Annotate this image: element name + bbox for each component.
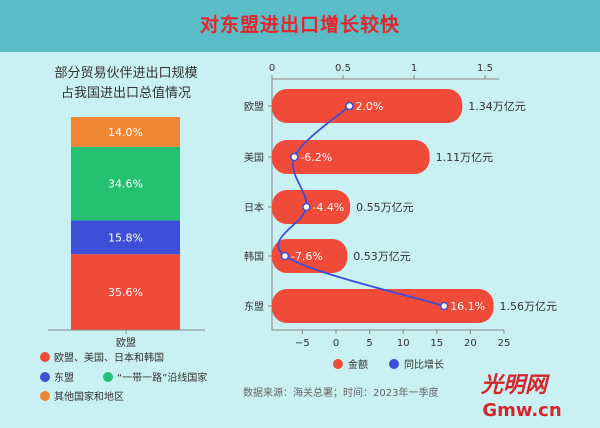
category-label-0: 欧盟 [244, 101, 264, 113]
growth-point-1 [290, 152, 299, 162]
right-legend-label-0: 金额 [348, 358, 368, 371]
bottom-axis-tick-label-2: 5 [366, 338, 372, 349]
left-legend-label-1: 东盟 [54, 371, 74, 384]
top-axis-tick-label-1: 0.5 [335, 63, 351, 74]
logo-domain: Gmw.cn [482, 400, 561, 421]
right-legend-marker-0 [333, 359, 343, 369]
left-bar-segment-3 [71, 117, 180, 147]
left-bar-segment-0 [71, 254, 180, 330]
left-bar-segment-2 [71, 146, 180, 221]
growth-point-0 [345, 101, 354, 111]
growth-label-0: 2.0% [355, 100, 383, 113]
left-bar-segment-1 [71, 220, 180, 255]
growth-point-2 [302, 202, 311, 212]
left-bar-label-1: 15.8% [108, 231, 143, 244]
left-legend-marker-1 [40, 372, 50, 382]
bottom-axis-tick-label-4: 15 [430, 338, 443, 349]
bottom-axis-tick-label-3: 10 [397, 338, 410, 349]
amount-label-0: 1.34万亿元 [468, 100, 526, 113]
growth-label-3: -7.6% [291, 250, 323, 263]
top-axis-tick-label-0: 0 [269, 63, 275, 74]
amount-label-1: 1.11万亿元 [436, 151, 494, 164]
bottom-axis-tick-label-5: 20 [464, 338, 477, 349]
growth-point-3 [280, 251, 290, 261]
left-legend-marker-2 [103, 372, 113, 382]
growth-point-4 [439, 301, 449, 311]
amount-bar-4 [272, 289, 494, 323]
left-legend-marker-0 [40, 352, 50, 362]
amount-label-2: 0.55万亿元 [356, 201, 414, 214]
category-label-1: 美国 [244, 151, 264, 164]
amount-label-3: 0.53万亿元 [353, 250, 411, 263]
top-axis-tick-label-3: 1.5 [477, 63, 493, 74]
left-chart-title-line-2: 占我国进出口总值情况 [61, 85, 191, 101]
amount-bar-0 [272, 89, 463, 123]
left-bar-label-3: 14.0% [108, 126, 143, 139]
logo-text: 光明网 [480, 373, 550, 398]
bottom-axis-tick-label-1: 0 [333, 338, 339, 349]
growth-line [277, 105, 445, 307]
top-axis-tick-label-2: 1 [411, 63, 417, 74]
left-legend-marker-3 [40, 391, 50, 401]
growth-label-1: -6.2% [300, 151, 332, 164]
left-chart-title-line-1: 部分贸易伙伴进出口规模 [54, 66, 197, 81]
right-legend-label-1: 同比增长 [404, 358, 444, 371]
amount-label-4: 1.56万亿元 [500, 300, 558, 313]
header-banner: 对东盟进出口增长较快 [0, 0, 600, 52]
right-legend-marker-1 [389, 359, 399, 369]
source-note: 数据来源：海关总署；时间：2023年一季度 [243, 386, 438, 399]
growth-label-2: -4.4% [312, 201, 344, 214]
left-bar-label-2: 34.6% [108, 178, 143, 191]
gmw-logo: 光明网 Gmw.cn [480, 373, 562, 421]
left-legend-label-2: “一带一路”沿线国家 [117, 371, 207, 384]
category-label-3: 韩国 [244, 250, 264, 263]
bottom-axis-tick-label-0: −5 [295, 338, 310, 349]
category-label-4: 东盟 [244, 300, 264, 313]
page-title: 对东盟进出口增长较快 [199, 14, 400, 36]
left-legend-label-0: 欧盟、美国、日本和韩国 [54, 351, 164, 364]
amount-bar-1 [272, 140, 430, 174]
amount-bar-3 [272, 239, 348, 273]
growth-label-4: 16.1% [450, 300, 485, 313]
left-legend-label-3: 其他国家和地区 [54, 390, 124, 403]
left-x-tick-label: 欧盟 [116, 337, 136, 349]
bottom-axis-tick-label-6: 25 [498, 338, 511, 349]
category-label-2: 日本 [244, 201, 264, 214]
left-bar-label-0: 35.6% [108, 286, 143, 299]
amount-bar-2 [272, 190, 351, 224]
left-stacked-chart: 部分贸易伙伴进出口规模 占我国进出口总值情况 35.6% 15.8% 34.6% 14… [40, 66, 207, 403]
